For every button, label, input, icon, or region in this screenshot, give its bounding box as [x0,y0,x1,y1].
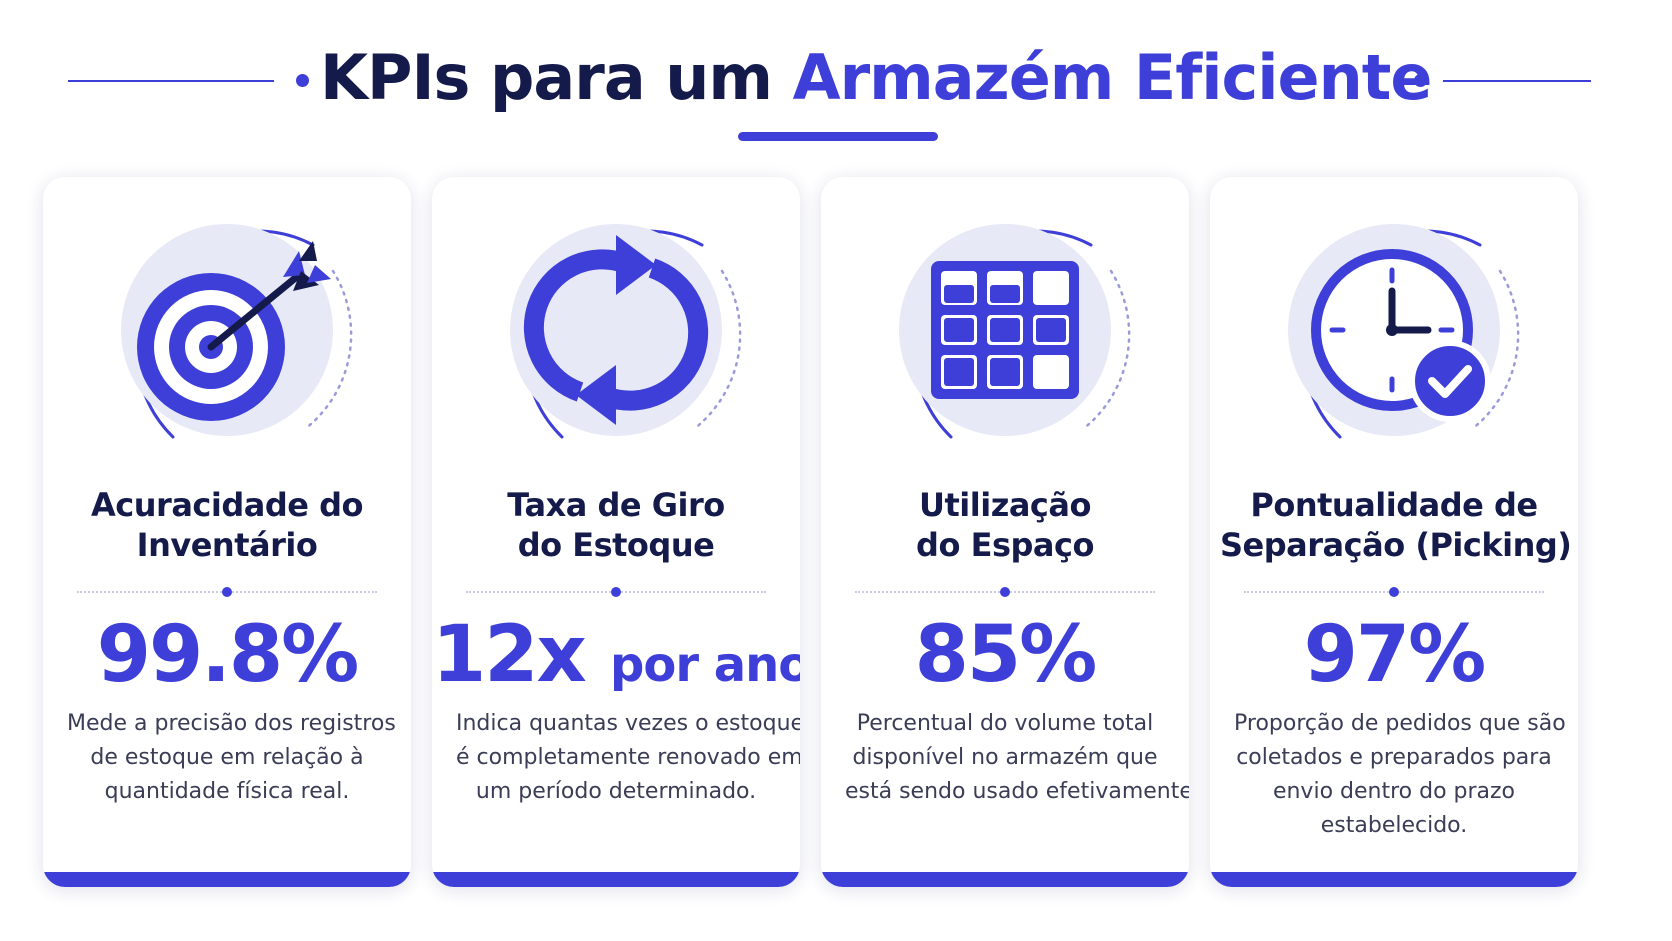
kpi-title-line: do Estoque [517,526,715,564]
kpi-title-line: Acuracidade do [91,486,363,524]
dotted-divider [77,587,377,597]
kpi-value: 97% [1210,607,1578,703]
kpi-description-line: Proporção de pedidos que são [1234,711,1566,736]
dotted-divider [1244,587,1544,597]
page-title-part1: KPIs para um [320,41,773,114]
kpi-description: Percentual do volume total disponível no… [845,707,1189,809]
kpi-title: Taxa de Giro do Estoque [442,485,790,565]
kpi-value-number: 12x [432,610,587,700]
kpi-card-inventory-accuracy: Acuracidade do Inventário 99.8% Mede a p… [43,177,411,887]
header-left-line [68,80,274,82]
card-bottom-bar [432,872,800,887]
kpi-description-line: Mede a precisão dos registros [67,711,396,736]
kpi-description: Mede a precisão dos registros de estoque… [67,707,396,809]
kpi-title: Acuracidade do Inventário [53,485,401,565]
kpi-description-line: é completamente renovado em [456,745,800,770]
shelf-grid-icon [865,205,1145,455]
kpi-description: Proporção de pedidos que são coletados e… [1234,707,1566,843]
kpi-description-line: estabelecido. [1320,813,1468,838]
kpi-value-number: 85% [914,610,1098,700]
kpi-description-line: Percentual do volume total [856,711,1154,736]
card-bottom-bar [43,872,411,887]
kpi-title-line: Inventário [136,526,318,564]
dotted-divider [466,587,766,597]
target-arrow-icon [87,205,367,455]
kpi-description-line: envio dentro do prazo [1272,779,1516,804]
header-left-dot [296,74,309,87]
kpi-card-space-utilization: Utilização do Espaço 85% Percentual do v… [821,177,1189,887]
kpi-value: 99.8% [43,607,411,703]
page-title: KPIs para um Armazém Eficiente [320,36,1432,120]
kpi-card-stock-turnover: Taxa de Giro do Estoque 12x por ano Indi… [432,177,800,887]
kpi-title-line: Utilização [919,486,1091,524]
kpi-value: 12x por ano [432,607,800,713]
kpi-value-number: 97% [1303,610,1487,700]
kpi-title: Utilização do Espaço [831,485,1179,565]
dotted-divider [855,587,1155,597]
card-bottom-bar [821,872,1189,887]
kpi-description-line: Indica quantas vezes o estoque [456,711,800,736]
kpi-description-line: um período determinado. [475,779,757,804]
kpi-title-line: do Espaço [916,526,1094,564]
kpi-description: Indica quantas vezes o estoque é complet… [456,707,800,809]
kpi-value-unit: por ano [610,637,800,693]
kpi-description-line: está sendo usado efetivamente. [845,779,1189,804]
kpi-description-line: de estoque em relação à [90,745,364,770]
clock-check-icon [1254,205,1534,455]
kpi-value: 85% [821,607,1189,703]
header: KPIs para um Armazém Eficiente [0,0,1672,150]
kpi-description-line: coletados e preparados para [1236,745,1552,770]
refresh-arrows-icon [476,205,756,455]
card-bottom-bar [1210,872,1578,887]
kpi-title: Pontualidade de Separação (Picking) [1220,485,1572,565]
kpi-title-line: Taxa de Giro [507,486,725,524]
page-title-part2: Armazém Eficiente [792,41,1433,114]
header-right-line [1443,80,1591,82]
title-underline [738,132,938,141]
kpi-description-line: disponível no armazém que [852,745,1158,770]
header-right-dot [1414,74,1427,87]
kpi-title-line: Pontualidade de [1250,486,1538,524]
kpi-value-number: 99.8% [96,610,360,700]
kpi-description-line: quantidade física real. [104,779,350,804]
kpi-title-line: Separação (Picking) [1220,526,1572,564]
kpi-card-picking-punctuality: Pontualidade de Separação (Picking) 97% … [1210,177,1578,887]
